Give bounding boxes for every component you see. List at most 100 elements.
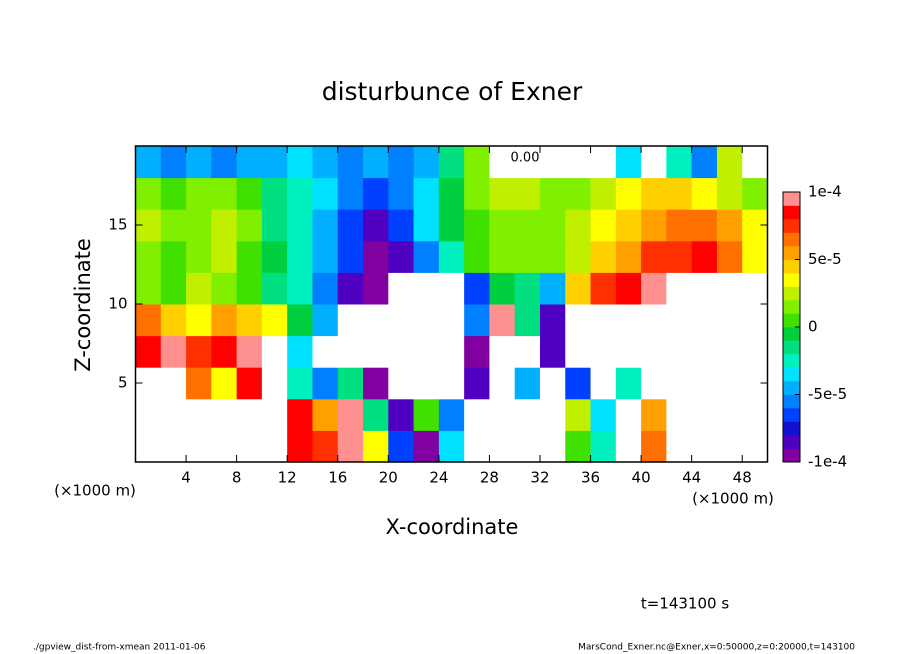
heatmap-cell (363, 146, 389, 179)
heatmap-cell (186, 398, 212, 431)
heatmap-cell (666, 367, 693, 400)
x-unit-label: (×1000 m) (54, 482, 136, 500)
heatmap-cell (363, 177, 389, 210)
heatmap-cell (489, 177, 516, 210)
heatmap-cell (716, 209, 743, 242)
heatmap-cell (742, 304, 768, 337)
heatmap-cell (135, 335, 162, 368)
heatmap-cell (641, 177, 667, 210)
heatmap-cell (287, 209, 313, 242)
heatmap-cell (489, 335, 516, 368)
heatmap-cell (135, 177, 162, 210)
heatmap-cell (186, 304, 212, 337)
heatmap-cell (438, 209, 465, 242)
heatmap-cell (388, 335, 415, 368)
colorbar-tick-label: -1e-4 (808, 453, 847, 471)
heatmap-cell (565, 240, 592, 273)
colorbar-band (783, 313, 800, 328)
heatmap-cell (565, 367, 592, 400)
heatmap-cell (312, 335, 339, 368)
heatmap-cell (590, 398, 617, 431)
heatmap-cell (388, 240, 415, 273)
x-tick-label: 16 (328, 469, 347, 487)
heatmap-cell (641, 398, 667, 431)
heatmap-cell (135, 146, 162, 179)
colorbar-band (783, 232, 800, 247)
heatmap-cell (388, 367, 415, 400)
heatmap-cell (160, 146, 187, 179)
heatmap-cell (363, 240, 389, 273)
colorbar-tick-label: 1e-4 (808, 183, 842, 201)
heatmap-cell (514, 430, 541, 463)
heatmap-cell (539, 367, 566, 400)
heatmap-cell (691, 304, 718, 337)
heatmap-cell (186, 209, 212, 242)
heatmap-cell (236, 304, 263, 337)
heatmap-cell (742, 177, 768, 210)
colorbar-band (783, 192, 800, 206)
heatmap-cell (514, 398, 541, 431)
heatmap-cell (186, 146, 212, 179)
heatmap-cell (590, 240, 617, 273)
heatmap-cell (489, 367, 516, 400)
heatmap-cell (236, 177, 263, 210)
heatmap-cell (666, 430, 693, 463)
heatmap-cell (413, 335, 440, 368)
x-tick-label: 48 (733, 469, 752, 487)
heatmap-cell (438, 430, 465, 463)
heatmap-cell (413, 304, 440, 337)
heatmap-cell (287, 367, 313, 400)
heatmap-cell (742, 240, 768, 273)
heatmap-cell (539, 209, 566, 242)
chart-title: disturbunce of Exner (322, 77, 583, 106)
heatmap-cell (691, 146, 718, 179)
heatmap-cell (565, 146, 592, 179)
heatmap-cell (565, 398, 592, 431)
heatmap-cell (438, 272, 465, 305)
y-tick-label: 5 (118, 374, 128, 392)
heatmap-cell (287, 430, 313, 463)
colorbar-band (783, 327, 800, 341)
heatmap-cell (615, 209, 642, 242)
heatmap-cell (287, 304, 313, 337)
heatmap-cell (438, 367, 465, 400)
heatmap-cell (742, 430, 768, 463)
heatmap-cell (666, 304, 693, 337)
heatmap-cell (413, 272, 440, 305)
heatmap-cell (160, 240, 187, 273)
heatmap-cell (261, 304, 288, 337)
heatmap-cell (337, 272, 364, 305)
heatmap-cell (211, 304, 238, 337)
x-tick-label: 4 (181, 469, 191, 487)
heatmap-cell (615, 177, 642, 210)
heatmap-cell (615, 272, 642, 305)
heatmap-cell (337, 177, 364, 210)
heatmap-cell (413, 146, 440, 179)
heatmap-cell (186, 367, 212, 400)
y-tick-label: 10 (108, 295, 127, 313)
heatmap-cell (438, 146, 465, 179)
heatmap-cell (691, 240, 718, 273)
heatmap-cell (160, 398, 187, 431)
heatmap-cell (186, 430, 212, 463)
heatmap-cell (590, 335, 617, 368)
heatmap-cell (363, 398, 389, 431)
heatmap-cell (363, 304, 389, 337)
heatmap-cell (590, 430, 617, 463)
heatmap-cell (565, 272, 592, 305)
heatmap-cell (464, 398, 490, 431)
heatmap-cell (287, 272, 313, 305)
heatmap-cell (590, 146, 617, 179)
heatmap-cell (312, 209, 339, 242)
heatmap-cell (388, 146, 415, 179)
heatmap-cell (691, 367, 718, 400)
heatmap-cell (211, 430, 238, 463)
heatmap-cell (742, 335, 768, 368)
heatmap-cell (539, 398, 566, 431)
heatmap-cell (716, 430, 743, 463)
heatmap-cell (565, 430, 592, 463)
heatmap-cell (211, 272, 238, 305)
heatmap-cell (211, 367, 238, 400)
heatmap-cell (312, 177, 339, 210)
heatmap-cell (666, 146, 693, 179)
